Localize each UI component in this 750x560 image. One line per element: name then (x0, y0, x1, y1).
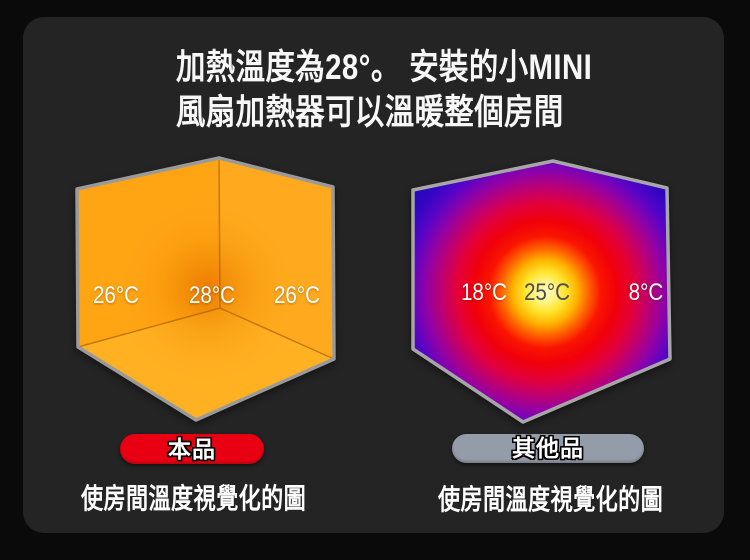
caption-right: 使房間溫度視覺化的圖 (438, 484, 664, 515)
headline: 加熱溫度為28°。 安裝的小MINI 風扇加熱器可以溫暖整個房間 (176, 45, 592, 135)
temp-label-other-center: 25°C (523, 279, 571, 306)
temp-label-left-wall: 26°C (92, 282, 140, 309)
left-room-border (75, 156, 336, 422)
badge-this-product-label: 本品 (168, 436, 216, 462)
badge-this-product: 本品 (120, 434, 264, 464)
headline-line2: 風扇加熱器可以溫暖整個房間 (176, 93, 564, 132)
temp-label-room-center: 28°C (188, 282, 236, 309)
right-thermal-hexagon (411, 159, 672, 424)
temp-label-other-left: 18°C (460, 279, 508, 306)
left-room-heatmap (75, 156, 336, 422)
badge-other-product: 其他品 (452, 434, 644, 463)
temp-label-other-right: 8°C (628, 279, 664, 306)
left-room-heat-glow (112, 193, 302, 383)
badge-other-product-label: 其他品 (512, 435, 584, 461)
right-thermal-heatmap (411, 159, 672, 424)
caption-left: 使房間溫度視覺化的圖 (81, 483, 307, 514)
left-room-corner-edges (77, 157, 335, 360)
temp-label-right-wall: 26°C (273, 282, 321, 309)
headline-line1: 加熱溫度為28°。 安裝的小MINI (176, 48, 593, 87)
